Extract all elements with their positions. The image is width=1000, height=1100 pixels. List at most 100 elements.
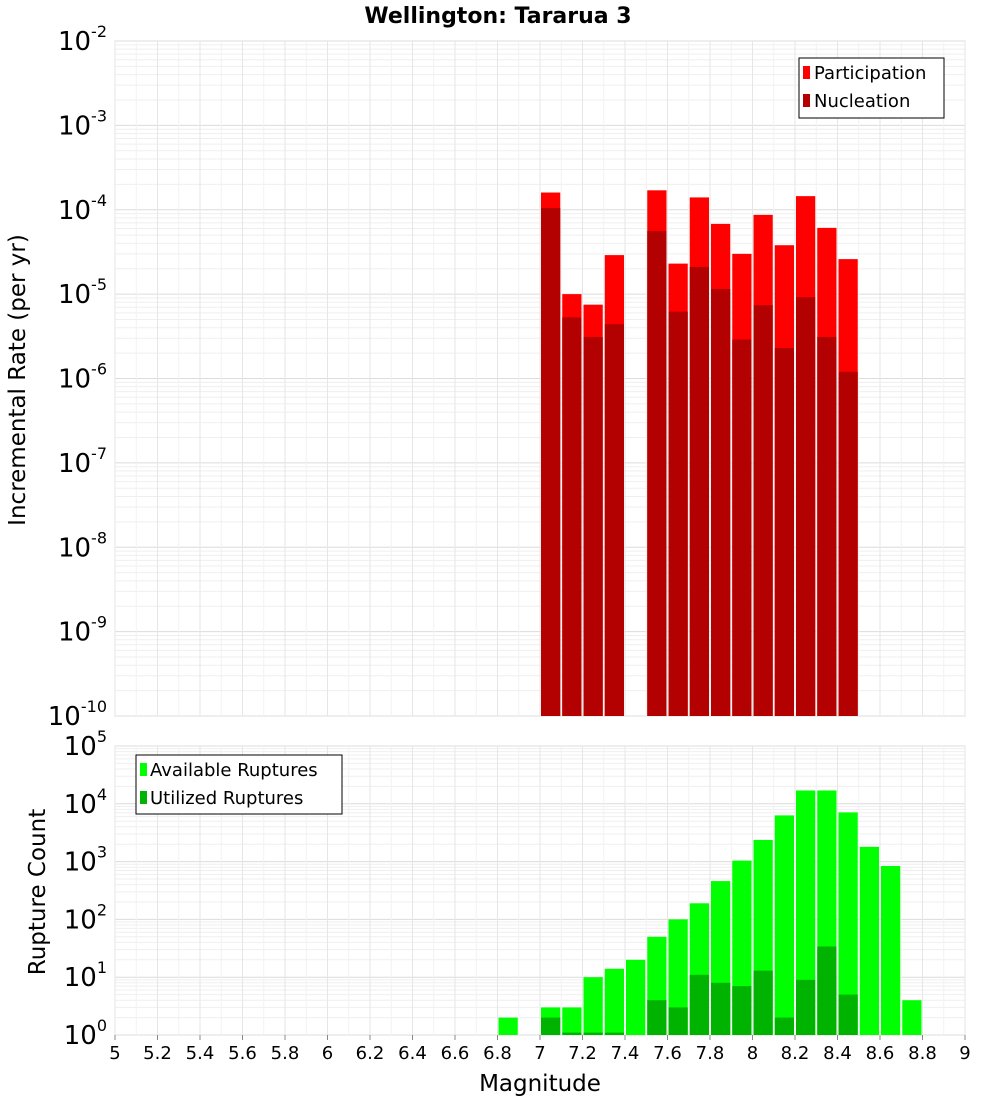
x-tick-label: 5: [109, 1043, 120, 1064]
rate-bar-nucleation: [583, 337, 603, 716]
x-tick-label: 7.4: [611, 1043, 640, 1064]
y-tick-label: 10-9: [58, 613, 107, 648]
x-tick-label: 6: [322, 1043, 333, 1064]
y-tick-label: 10-6: [58, 360, 107, 395]
top-plot: 10-10 10-9 10-8 10-7 10-6 10-5 10-4 10-3 10-2 In…: [5, 22, 966, 732]
x-axis-ticks: 5 5.2 5.4 5.6 5.8 6 6.2 6.4 6.6 6.8 7 7.2 7.4 7.6 7.8 8…: [109, 1035, 971, 1064]
legend-label-nucleation: Nucleation: [814, 91, 910, 112]
x-tick-label: 8.8: [908, 1043, 937, 1064]
rate-bar-nucleation: [817, 337, 837, 716]
x-tick-label: 8.2: [781, 1043, 810, 1064]
bottom-plot-bars: [498, 790, 922, 1035]
count-bar-utilized-ruptures: [647, 1000, 667, 1035]
y-tick-label: 104: [64, 785, 107, 820]
chart-title: Wellington: Tararua 3: [364, 4, 631, 29]
count-bar-utilized-ruptures: [817, 946, 837, 1035]
count-bar-utilized-ruptures: [562, 1032, 582, 1035]
x-tick-label: 5.2: [143, 1043, 172, 1064]
legend-swatch-available-ruptures: [140, 763, 147, 776]
count-bar-utilized-ruptures: [604, 1032, 624, 1035]
top-plot-grid: [114, 40, 966, 717]
legend-swatch-utilized-ruptures: [140, 791, 147, 804]
count-bar-utilized-ruptures: [668, 1007, 688, 1035]
legend-swatch-nucleation: [803, 94, 810, 107]
y-tick-label: 10-5: [58, 275, 107, 310]
y-tick-label: 10-2: [58, 22, 107, 57]
x-tick-label: 5.6: [228, 1043, 257, 1064]
bottom-legend: Available Ruptures Utilized Ruptures: [135, 754, 343, 815]
x-tick-label: 7.8: [696, 1043, 725, 1064]
legend-label-available-ruptures: Available Ruptures: [150, 760, 318, 781]
count-bar-utilized-ruptures: [774, 1017, 794, 1035]
count-bar-utilized-ruptures: [689, 974, 709, 1035]
y-tick-label: 105: [64, 727, 107, 762]
x-tick-label: 8: [747, 1043, 758, 1064]
count-bar-available-ruptures: [498, 1017, 518, 1035]
x-tick-label: 9: [959, 1043, 970, 1064]
count-bar-available-ruptures: [562, 1007, 582, 1035]
bottom-y-axis-label: Rupture Count: [25, 809, 51, 975]
count-bar-available-ruptures: [838, 812, 858, 1035]
y-tick-label: 10-7: [58, 444, 107, 479]
count-bar-utilized-ruptures: [541, 1017, 561, 1035]
count-bar-available-ruptures: [583, 977, 603, 1035]
rate-bar-nucleation: [838, 371, 858, 716]
rate-bar-nucleation: [647, 230, 667, 716]
rate-bar-nucleation: [753, 305, 773, 716]
top-plot-y-ticks: 10-10 10-9 10-8 10-7 10-6 10-5 10-4 10-3 10-2: [48, 22, 107, 732]
x-tick-label: 7.2: [568, 1043, 597, 1064]
count-bar-available-ruptures: [774, 815, 794, 1035]
count-bar-utilized-ruptures: [796, 979, 816, 1035]
x-tick-label: 5.4: [186, 1043, 215, 1064]
count-bar-utilized-ruptures: [583, 1032, 603, 1035]
x-tick-label: 8.6: [866, 1043, 895, 1064]
rate-bar-nucleation: [732, 339, 752, 716]
top-y-axis-label: Incremental Rate (per yr): [5, 234, 31, 526]
top-legend: Participation Nucleation: [798, 57, 945, 119]
y-tick-label: 103: [64, 843, 107, 878]
y-tick-label: 101: [64, 958, 107, 993]
x-tick-label: 6.4: [398, 1043, 427, 1064]
rate-bar-nucleation: [541, 207, 561, 716]
count-bar-available-ruptures: [902, 1000, 922, 1035]
rate-bar-nucleation: [689, 266, 709, 716]
rate-bar-nucleation: [604, 324, 624, 716]
count-bar-available-ruptures: [881, 865, 901, 1035]
count-bar-available-ruptures: [796, 790, 816, 1035]
y-tick-label: 100: [64, 1016, 107, 1051]
rate-bar-nucleation: [668, 311, 688, 716]
top-plot-bars: [541, 190, 858, 717]
rate-bar-nucleation: [774, 347, 794, 716]
x-axis-label: Magnitude: [479, 1071, 601, 1097]
count-bar-utilized-ruptures: [838, 994, 858, 1035]
x-tick-label: 6.2: [356, 1043, 385, 1064]
x-tick-label: 7: [534, 1043, 545, 1064]
count-bar-utilized-ruptures: [711, 982, 731, 1035]
y-tick-label: 10-3: [58, 106, 107, 141]
rate-bar-nucleation: [562, 317, 582, 716]
y-tick-label: 102: [64, 900, 107, 935]
x-tick-label: 8.4: [823, 1043, 852, 1064]
bottom-legend-box: [135, 754, 343, 815]
x-tick-label: 6.6: [441, 1043, 470, 1064]
y-tick-label: 10-10: [48, 697, 107, 732]
count-bar-utilized-ruptures: [753, 970, 773, 1035]
rate-bar-nucleation: [711, 289, 731, 716]
count-bar-available-ruptures: [604, 968, 624, 1035]
y-tick-label: 10-4: [58, 191, 107, 226]
x-tick-label: 5.8: [271, 1043, 300, 1064]
rate-bar-nucleation: [796, 297, 816, 716]
x-tick-label: 6.8: [483, 1043, 512, 1064]
bottom-plot-y-ticks: 100 101 102 103 104 105: [64, 727, 107, 1051]
count-bar-available-ruptures: [626, 959, 646, 1035]
top-legend-box: [798, 57, 945, 119]
x-tick-label: 7.6: [653, 1043, 682, 1064]
y-tick-label: 10-8: [58, 528, 107, 563]
legend-swatch-participation: [803, 66, 810, 79]
count-bar-available-ruptures: [859, 846, 879, 1035]
bottom-plot: 100 101 102 103 104 105 5 5.2 5.4 5.6 5.8 6 6.2 6.4 6…: [25, 727, 971, 1097]
legend-label-participation: Participation: [814, 63, 926, 84]
legend-label-utilized-ruptures: Utilized Ruptures: [150, 788, 303, 809]
count-bar-utilized-ruptures: [732, 986, 752, 1035]
